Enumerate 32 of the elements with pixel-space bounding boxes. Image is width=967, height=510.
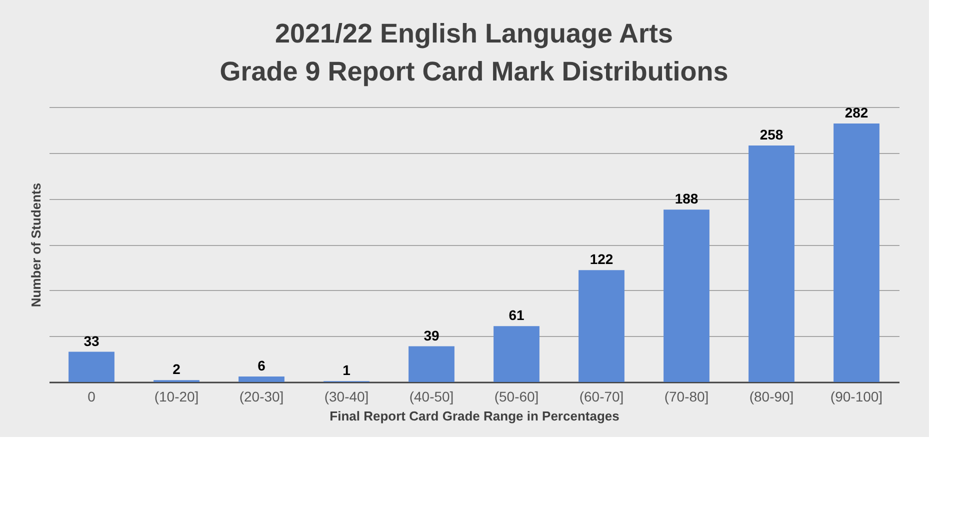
- y-axis-title: Number of Students: [28, 182, 44, 308]
- x-tick-label: (10-20]: [154, 388, 199, 404]
- bar: [494, 326, 540, 382]
- x-tick-label: (80-90]: [749, 388, 794, 404]
- bar: [408, 346, 454, 382]
- x-tick-label: 0: [88, 388, 96, 404]
- data-label: 188: [674, 190, 698, 207]
- data-label: 282: [844, 104, 868, 120]
- data-label: 6: [258, 358, 266, 374]
- text: 2021/22 English Language Arts: [274, 18, 674, 48]
- x-tick-label: (90-100]: [830, 388, 883, 404]
- data-label: 2: [172, 361, 181, 378]
- bar: [68, 352, 114, 382]
- data-label: 122: [590, 251, 614, 268]
- bar: [748, 146, 794, 382]
- x-tick-label: (50-60]: [494, 388, 539, 404]
- x-tick-label: (20-30]: [239, 388, 284, 404]
- bar: [664, 210, 710, 382]
- x-axis-title: Final Report Card Grade Range in Percentages: [330, 408, 620, 424]
- bar: [834, 124, 880, 382]
- x-tick-label: (70-80]: [664, 388, 709, 404]
- data-label: 258: [760, 126, 784, 142]
- data-label: 1: [342, 362, 351, 378]
- x-tick-label: (60-70]: [579, 388, 624, 404]
- data-label: 61: [508, 307, 524, 324]
- x-tick-label: (40-50]: [409, 388, 454, 404]
- data-label: 33: [84, 332, 100, 349]
- bar: [238, 376, 284, 382]
- x-tick-label: (30-40]: [324, 388, 369, 404]
- bar: [578, 270, 624, 382]
- data-label: 39: [424, 327, 440, 344]
- text: Grade 9 Report Card Mark Distributions: [220, 56, 728, 86]
